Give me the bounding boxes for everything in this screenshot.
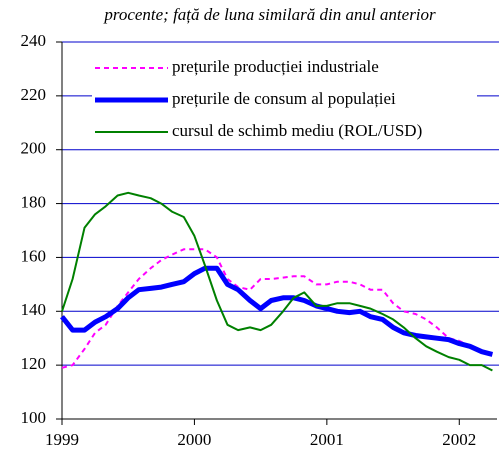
x-tick-label: 2001 — [310, 430, 344, 449]
y-tick-label: 120 — [21, 354, 47, 373]
y-tick-label: 100 — [21, 408, 47, 427]
y-tick-label: 200 — [21, 139, 47, 158]
series-line — [60, 265, 494, 357]
series-line — [61, 248, 493, 369]
y-tick-label: 160 — [21, 246, 47, 265]
y-tick-label: 220 — [21, 85, 47, 104]
x-tick-label: 1999 — [45, 430, 79, 449]
y-tick-label: 180 — [21, 192, 47, 211]
x-tick-label: 2000 — [177, 430, 211, 449]
x-tick-label: 2002 — [442, 430, 476, 449]
y-tick-label: 140 — [21, 300, 47, 319]
chart-subtitle: procente; față de luna similară din anul… — [103, 5, 436, 24]
legend-label: prețurile producției industriale — [172, 57, 379, 76]
legend-background — [92, 55, 477, 81]
y-tick-label: 240 — [21, 31, 47, 50]
legend-label: cursul de schimb mediu (ROL/USD) — [172, 121, 422, 140]
legend-label: prețurile de consum al populației — [172, 89, 396, 108]
series-line — [61, 191, 493, 372]
